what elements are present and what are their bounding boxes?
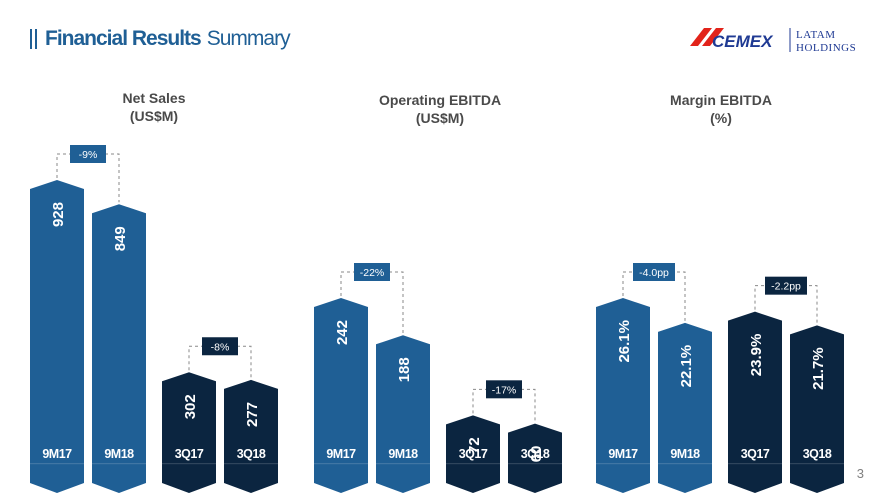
bar-baseline — [376, 463, 430, 465]
bar-value-label: 849 — [112, 226, 129, 251]
bar-baseline — [162, 463, 216, 465]
bar-baseline — [728, 463, 782, 465]
bar — [446, 415, 500, 493]
bar-category-label: 9M18 — [104, 447, 134, 461]
logo-sub-line1: LATAM — [796, 29, 836, 41]
change-badge-label: -22% — [360, 267, 385, 279]
chart-title-operating-ebitda: Operating EBITDA (US$M) — [340, 91, 540, 127]
bar — [376, 335, 430, 493]
bar-value-label: 21.7% — [810, 347, 827, 390]
change-badge — [202, 337, 238, 356]
bar-baseline — [30, 463, 84, 465]
bar-value-label: 302 — [182, 394, 199, 419]
bar-category-label: 3Q17 — [741, 447, 770, 461]
page-number: 3 — [856, 466, 864, 481]
slide-header: Financial Results Summary — [30, 24, 291, 54]
bar-value-label: 72 — [466, 437, 483, 454]
chart-subtitle: (%) — [710, 110, 732, 126]
bar-baseline — [508, 463, 562, 465]
cemex-latam-logo: CEMEX LATAM HOLDINGS — [690, 28, 856, 54]
chart-subtitle: (US$M) — [415, 110, 465, 126]
bar — [728, 311, 782, 493]
bar-baseline — [92, 463, 146, 465]
bar-baseline — [658, 463, 712, 465]
logo-red-stripe — [690, 28, 712, 46]
bar — [224, 379, 278, 493]
bar-value-label: 26.1% — [616, 320, 633, 363]
change-badge-label: -9% — [79, 149, 98, 161]
bar-value-label: 928 — [50, 202, 67, 227]
bar-value-label: 188 — [396, 357, 413, 382]
bar-value-label: 23.9% — [748, 334, 765, 377]
header-bar — [30, 29, 32, 49]
bar-baseline — [224, 463, 278, 465]
slide-title-regular: Summary — [206, 27, 291, 50]
bar-value-label: 242 — [334, 320, 351, 345]
bar-category-label: 3Q18 — [521, 447, 550, 461]
bar — [790, 325, 844, 493]
bar-category-label: 9M17 — [608, 447, 638, 461]
bar — [658, 322, 712, 493]
bar-category-label: 9M18 — [670, 447, 700, 461]
chart-title: Operating EBITDA — [378, 92, 502, 108]
bar-category-label: 3Q18 — [803, 447, 832, 461]
bar-category-label: 9M18 — [388, 447, 418, 461]
bar-baseline — [446, 463, 500, 465]
bar-category-label: 3Q17 — [459, 447, 488, 461]
change-badge — [765, 276, 807, 295]
change-badge-label: -17% — [492, 384, 517, 396]
chart-subtitle: (US$M) — [129, 108, 179, 124]
logo-brand-text: CEMEX — [712, 32, 774, 51]
bar-value-label: 60 — [528, 446, 545, 463]
slide-title-bold: Financial Results — [45, 27, 202, 50]
bar — [92, 204, 146, 494]
logo-red-stripe — [702, 28, 724, 46]
change-badge-label: -4.0pp — [639, 267, 669, 279]
bar-baseline — [314, 463, 368, 465]
change-badge — [633, 263, 675, 281]
bar — [508, 423, 562, 493]
bar-value-label: 277 — [244, 402, 261, 427]
chart-title-net-sales: Net Sales (US$M) — [54, 89, 254, 125]
bar — [314, 298, 368, 493]
change-badge — [354, 263, 390, 281]
bar-category-label: 3Q18 — [237, 447, 266, 461]
bar-baseline — [596, 463, 650, 465]
bar — [162, 372, 216, 493]
bar-baseline — [790, 463, 844, 465]
bar-value-label: 22.1% — [678, 345, 695, 388]
chart-title: Margin EBITDA — [670, 92, 772, 108]
header-bar — [35, 29, 37, 49]
change-badge-label: -2.2pp — [771, 281, 801, 293]
bar-category-label: 9M17 — [326, 447, 356, 461]
change-badge-label: -8% — [211, 341, 230, 353]
bar — [596, 298, 650, 493]
change-badge — [486, 380, 522, 399]
chart-title-margin-ebitda: Margin EBITDA (%) — [621, 91, 821, 127]
bar-category-label: 3Q17 — [175, 447, 204, 461]
chart-title: Net Sales — [122, 90, 186, 106]
bar — [30, 180, 84, 493]
logo-sub-line2: HOLDINGS — [796, 42, 856, 54]
bar-category-label: 9M17 — [42, 447, 72, 461]
change-badge — [70, 145, 106, 163]
